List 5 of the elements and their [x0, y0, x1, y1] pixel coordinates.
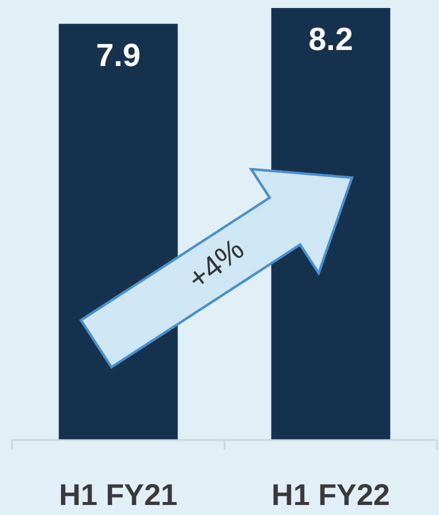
data-label: 8.2 — [308, 21, 353, 57]
annotation: +4% — [182, 232, 250, 296]
data-label: 7.9 — [96, 36, 140, 73]
x-tick-label: H1 FY21 — [59, 479, 178, 512]
x-tick-label: H1 FY22 — [272, 479, 390, 512]
